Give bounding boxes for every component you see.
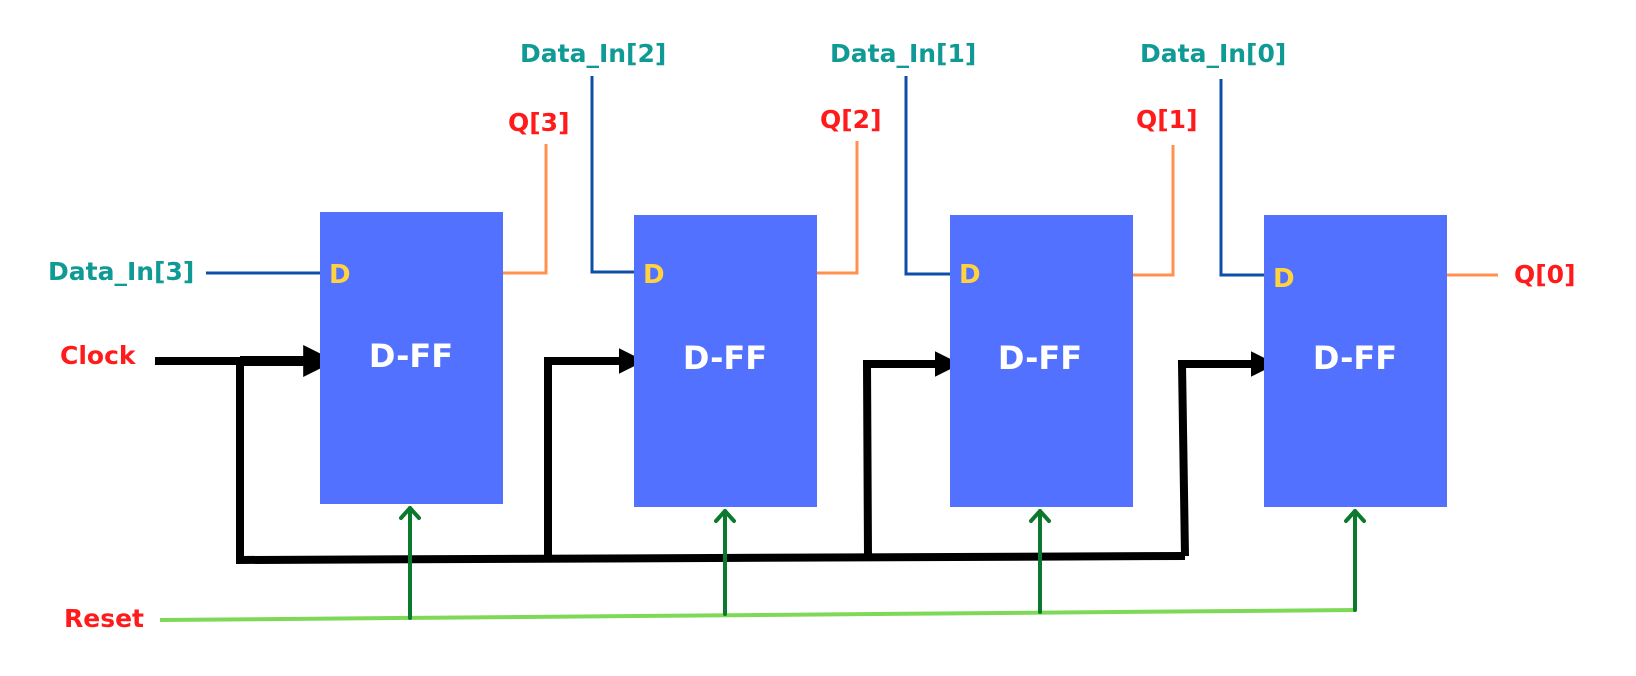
q-wire-ff1 [1132,145,1175,277]
data-wire-ff2 [590,76,634,274]
flip-flop-title: D-FF [998,339,1082,377]
d-pin-label: D [329,260,351,290]
q-0-label: Q[0] [1514,260,1576,289]
data-in-1-label: Data_In[1] [830,39,976,68]
data-in-3-label: Data_In[3] [48,257,194,286]
clock-label: Clock [60,341,137,370]
q-wire-ff2 [817,141,859,275]
q-3-label: Q[3] [508,108,570,137]
flip-flop-1: D D-FF [950,215,1133,507]
reset-network [159,506,1366,622]
flip-flop-block [1264,215,1447,507]
reset-arrowhead-ff3 [399,506,421,520]
clock-input-ff0 [1177,351,1277,557]
flip-flop-title: D-FF [683,339,767,377]
data-in-2-label: Data_In[2] [520,39,666,68]
clock-input-ff2 [544,348,645,560]
data-wire-ff0 [1219,79,1264,277]
clock-network [155,344,1277,565]
data-wires [206,76,1264,277]
q-1-label: Q[1] [1136,105,1198,134]
flip-flop-title: D-FF [1313,339,1397,377]
q-2-label: Q[2] [820,105,882,134]
reset-arrowhead-ff2 [714,509,736,523]
flip-flop-3: D D-FF [320,212,503,504]
q-wires [503,141,1498,277]
flip-flop-block [634,215,817,507]
clock-input-ff1 [862,351,961,559]
flip-flop-2: D D-FF [634,215,817,507]
data-in-0-label: Data_In[0] [1140,39,1286,68]
reset-label: Reset [64,604,144,633]
flip-flop-title: D-FF [369,337,453,375]
reset-bus [159,608,1357,622]
data-wire-ff1 [904,76,950,276]
flip-flop-block [320,212,503,504]
d-pin-label: D [959,260,981,290]
reset-arrowhead-ff0 [1344,509,1366,523]
reset-arrowhead-ff1 [1029,509,1051,523]
d-pin-label: D [1273,264,1295,294]
flip-flop-0: D D-FF [1264,215,1447,507]
clock-wire-ff3 [155,357,1186,565]
flip-flop-block [950,215,1133,507]
q-wire-ff3 [503,144,548,275]
d-pin-label: D [643,260,665,290]
